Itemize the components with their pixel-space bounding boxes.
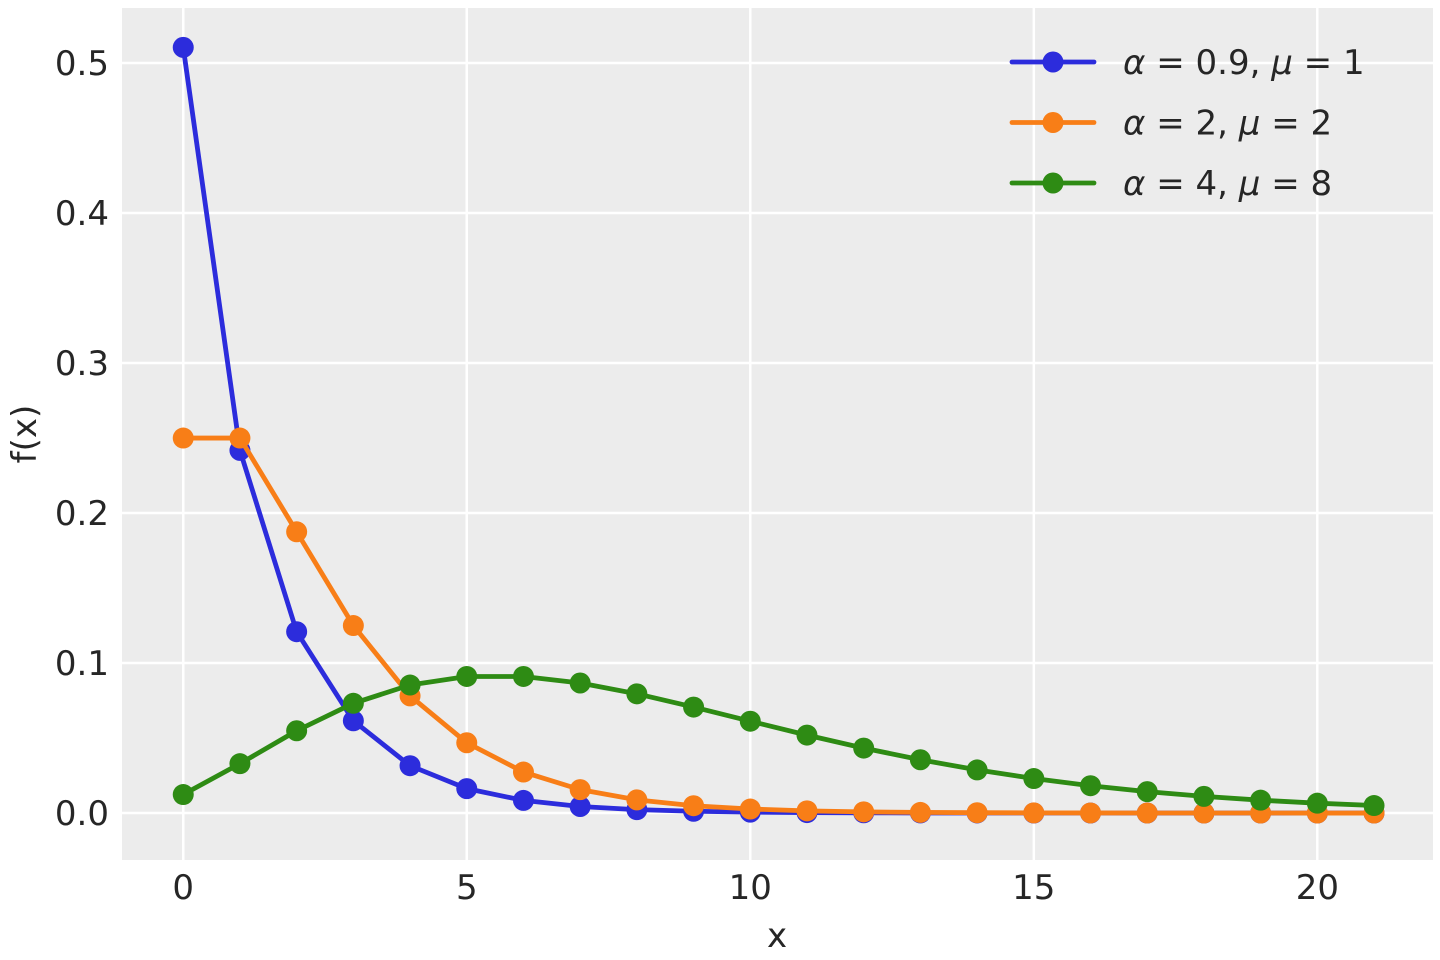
- legend-marker: [1042, 51, 1064, 73]
- y-tick-label: 0.5: [55, 44, 109, 84]
- data-point-marker: [286, 521, 308, 543]
- legend-item: α = 0.9, μ = 1: [1009, 43, 1365, 83]
- x-tick-label: 0: [172, 868, 194, 908]
- legend-marker: [1042, 172, 1064, 194]
- data-point-marker: [286, 720, 308, 742]
- data-point-marker: [626, 789, 648, 811]
- data-point-marker: [739, 798, 761, 820]
- x-axis-label: x: [767, 916, 787, 956]
- data-point-marker: [399, 755, 421, 777]
- data-point-marker: [512, 761, 534, 783]
- data-point-marker: [172, 784, 194, 806]
- data-point-marker: [796, 724, 818, 746]
- data-point-marker: [683, 696, 705, 718]
- legend-label-symbol: α: [1123, 164, 1145, 204]
- series-alpha-4-mu-8: [172, 665, 1385, 817]
- data-point-marker: [966, 759, 988, 781]
- legend-label: α = 0.9, μ = 1: [1123, 43, 1365, 83]
- y-tick-label: 0.3: [55, 344, 109, 384]
- plot-panel: [122, 8, 1433, 860]
- data-point-marker: [172, 36, 194, 58]
- x-tick-label: 20: [1296, 868, 1339, 908]
- legend: α = 0.9, μ = 1α = 2, μ = 2α = 4, μ = 8: [1009, 43, 1365, 204]
- data-point-marker: [172, 427, 194, 449]
- y-tick-label: 0.1: [55, 644, 109, 684]
- data-point-marker: [286, 621, 308, 643]
- y-axis-label: f(x): [5, 405, 45, 464]
- data-point-marker: [853, 801, 875, 823]
- data-point-marker: [342, 710, 364, 732]
- data-point-marker: [569, 779, 591, 801]
- data-point-marker: [229, 753, 251, 775]
- legend-label-symbol: μ: [1238, 104, 1261, 144]
- data-point-marker: [342, 615, 364, 637]
- data-point-marker: [569, 672, 591, 694]
- plot-area: 0.0 0.1 0.2 0.3 0.4 0.5 0 5 10 15 20 α = 0.9, μ = 1…: [55, 8, 1433, 908]
- data-point-marker: [456, 778, 478, 800]
- y-tick-label: 0.4: [55, 194, 109, 234]
- data-point-marker: [229, 427, 251, 449]
- legend-label: α = 2, μ = 2: [1123, 104, 1332, 144]
- legend-item: α = 2, μ = 2: [1009, 104, 1332, 144]
- data-point-marker: [909, 749, 931, 771]
- legend-label-text: = 0.9,: [1145, 43, 1271, 83]
- legend-label-text: = 2: [1260, 104, 1332, 144]
- data-point-marker: [1136, 802, 1158, 824]
- y-tick-label: 0.2: [55, 494, 109, 534]
- data-point-marker: [909, 801, 931, 823]
- legend-label-symbol: α: [1123, 43, 1145, 83]
- data-point-marker: [966, 802, 988, 824]
- series-line: [180, 674, 1377, 808]
- data-point-marker: [342, 692, 364, 714]
- data-point-marker: [796, 800, 818, 822]
- data-point-marker: [1023, 768, 1045, 790]
- data-point-marker: [1306, 792, 1328, 814]
- data-point-marker: [1363, 795, 1385, 817]
- x-tick-label: 15: [1012, 868, 1055, 908]
- data-point-marker: [456, 665, 478, 687]
- data-point-marker: [739, 710, 761, 732]
- legend-label-symbol: μ: [1238, 164, 1261, 204]
- legend-label-text: = 1: [1293, 43, 1365, 83]
- data-point-marker: [1136, 781, 1158, 803]
- data-point-marker: [626, 683, 648, 705]
- data-point-marker: [512, 789, 534, 811]
- data-point-marker: [1250, 789, 1272, 811]
- legend-label-symbol: α: [1123, 104, 1145, 144]
- legend-item: α = 4, μ = 8: [1009, 164, 1332, 204]
- legend-label-text: = 4,: [1145, 164, 1238, 204]
- data-point-marker: [1193, 802, 1215, 824]
- data-point-marker: [1193, 785, 1215, 807]
- x-tick-label: 5: [456, 868, 478, 908]
- x-tick-label: 10: [729, 868, 772, 908]
- y-tick-label: 0.0: [55, 794, 109, 834]
- data-point-marker: [1080, 775, 1102, 797]
- data-point-marker: [456, 732, 478, 754]
- data-point-marker: [399, 674, 421, 696]
- legend-label-text: = 2,: [1145, 104, 1238, 144]
- data-point-marker: [1023, 802, 1045, 824]
- legend-label: α = 4, μ = 8: [1123, 164, 1332, 204]
- data-point-marker: [853, 737, 875, 759]
- data-point-marker: [683, 795, 705, 817]
- legend-label-text: = 8: [1260, 164, 1332, 204]
- data-point-marker: [1080, 802, 1102, 824]
- data-point-marker: [512, 665, 534, 687]
- data-point-marker: [569, 795, 591, 817]
- legend-label-symbol: μ: [1270, 43, 1293, 83]
- series-line: [180, 435, 1377, 816]
- legend-marker: [1042, 112, 1064, 133]
